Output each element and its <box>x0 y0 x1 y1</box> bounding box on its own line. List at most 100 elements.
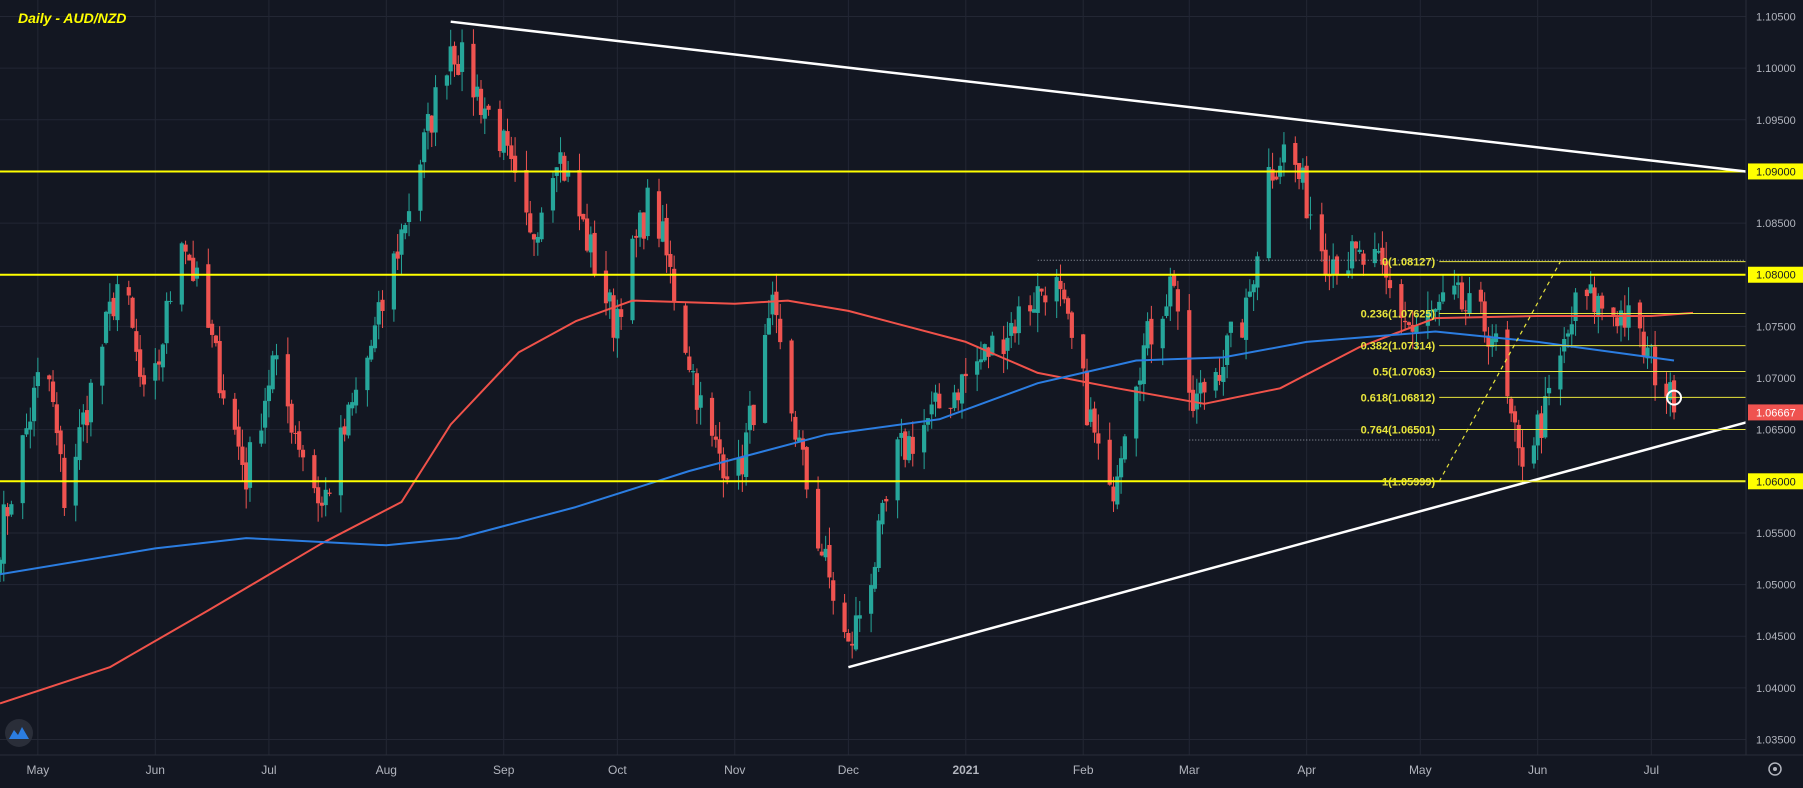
candle-bullish[interactable] <box>1357 249 1362 252</box>
candle-bullish[interactable] <box>1456 282 1461 285</box>
candle-bullish[interactable] <box>857 615 862 619</box>
candle-bearish[interactable] <box>380 299 385 312</box>
candle-bullish[interactable] <box>645 187 650 237</box>
candle-bullish[interactable] <box>539 212 544 240</box>
candle-bullish[interactable] <box>323 489 328 506</box>
candle-bullish[interactable] <box>880 502 885 525</box>
candle-bullish[interactable] <box>535 236 540 243</box>
candle-bullish[interactable] <box>1134 386 1139 439</box>
candle-bearish[interactable] <box>831 580 836 601</box>
candle-bearish[interactable] <box>1403 320 1408 323</box>
candle-bullish[interactable] <box>978 359 984 363</box>
candle-bullish[interactable] <box>1440 292 1446 302</box>
candle-bearish[interactable] <box>725 476 730 480</box>
candle-bearish[interactable] <box>531 234 537 240</box>
candle-bearish[interactable] <box>1039 288 1044 292</box>
candle-bearish[interactable] <box>54 404 59 434</box>
candle-bearish[interactable] <box>1463 310 1468 312</box>
candle-bearish[interactable] <box>1622 313 1627 328</box>
candle-bearish[interactable] <box>1319 214 1324 252</box>
candle-bullish[interactable] <box>1618 310 1624 326</box>
candle-bearish[interactable] <box>524 170 529 213</box>
candle-bearish[interactable] <box>429 115 434 133</box>
candle-bullish[interactable] <box>744 432 749 477</box>
candle-bearish[interactable] <box>694 373 699 410</box>
candle-bullish[interactable] <box>1414 325 1419 333</box>
candle-bearish[interactable] <box>619 309 624 317</box>
candle-bearish[interactable] <box>285 354 290 407</box>
candle-bearish[interactable] <box>800 438 806 450</box>
candle-bullish[interactable] <box>259 430 264 444</box>
candle-bullish[interactable] <box>422 132 427 163</box>
candle-bullish[interactable] <box>1266 166 1271 259</box>
candle-bullish[interactable] <box>1331 259 1336 275</box>
candle-bearish[interactable] <box>134 331 139 352</box>
candle-bullish[interactable] <box>0 559 3 575</box>
candle-bearish[interactable] <box>1012 326 1018 334</box>
candle-bullish[interactable] <box>403 224 408 234</box>
candle-bearish[interactable] <box>1353 241 1358 249</box>
candle-bearish[interactable] <box>963 373 968 377</box>
candle-bullish[interactable] <box>160 344 165 368</box>
candle-bullish[interactable] <box>1649 345 1654 347</box>
candle-bearish[interactable] <box>327 492 332 494</box>
candle-bullish[interactable] <box>1137 380 1143 385</box>
candle-bullish[interactable] <box>876 520 881 569</box>
candle-bullish[interactable] <box>1437 301 1442 311</box>
candle-bearish[interactable] <box>1084 370 1090 426</box>
trendline[interactable] <box>450 20 1747 173</box>
candle-bullish[interactable] <box>270 355 275 390</box>
candle-bearish[interactable] <box>846 633 851 642</box>
candle-bearish[interactable] <box>1323 249 1328 276</box>
candle-bullish[interactable] <box>168 300 173 302</box>
tradingview-logo-icon[interactable] <box>5 719 33 747</box>
candle-bullish[interactable] <box>1213 372 1218 391</box>
candle-bullish[interactable] <box>24 428 29 435</box>
candle-bearish[interactable] <box>842 602 847 633</box>
candle-bearish[interactable] <box>486 105 491 110</box>
candle-bullish[interactable] <box>762 335 768 423</box>
candle-bearish[interactable] <box>244 462 249 490</box>
candle-bearish[interactable] <box>1361 253 1366 265</box>
candle-bearish[interactable] <box>778 318 783 343</box>
candle-bullish[interactable] <box>1198 382 1203 394</box>
candle-bearish[interactable] <box>1615 317 1620 327</box>
candle-bearish[interactable] <box>1653 346 1658 386</box>
trendline[interactable] <box>848 421 1747 669</box>
candle-bearish[interactable] <box>319 502 325 506</box>
candle-bullish[interactable] <box>899 432 904 438</box>
candle-bullish[interactable] <box>1543 396 1548 438</box>
candle-bullish[interactable] <box>1164 306 1169 316</box>
candle-bearish[interactable] <box>217 340 222 394</box>
candle-bearish[interactable] <box>130 297 135 328</box>
candle-bullish[interactable] <box>1588 284 1593 294</box>
candle-bullish[interactable] <box>933 392 938 402</box>
candle-bullish[interactable] <box>1429 310 1434 312</box>
candle-bullish[interactable] <box>274 355 279 360</box>
candle-bullish[interactable] <box>566 170 571 177</box>
candle-bearish[interactable] <box>584 218 590 251</box>
candle-bearish[interactable] <box>1043 295 1048 303</box>
candle-bearish[interactable] <box>126 287 131 296</box>
candle-bearish[interactable] <box>316 487 321 504</box>
candle-bearish[interactable] <box>50 381 56 403</box>
candle-bearish[interactable] <box>213 335 218 344</box>
candle-bullish[interactable] <box>153 363 158 381</box>
candle-bullish[interactable] <box>975 361 980 375</box>
candle-bearish[interactable] <box>528 213 533 233</box>
candle-bearish[interactable] <box>1478 289 1483 302</box>
candle-bearish[interactable] <box>1190 389 1196 411</box>
candle-bearish[interactable] <box>240 446 245 465</box>
candle-bearish[interactable] <box>577 170 582 217</box>
candle-bullish[interactable] <box>895 439 900 501</box>
candle-bullish[interactable] <box>433 87 438 133</box>
candle-bearish[interactable] <box>1065 298 1071 314</box>
candle-bearish[interactable] <box>156 361 162 365</box>
candle-bullish[interactable] <box>990 335 995 356</box>
candle-bullish[interactable] <box>1016 306 1021 334</box>
candle-bullish[interactable] <box>338 427 343 496</box>
candle-bearish[interactable] <box>751 404 756 426</box>
candle-bearish[interactable] <box>956 392 961 401</box>
candle-bearish[interactable] <box>1062 289 1067 300</box>
candle-bearish[interactable] <box>58 430 63 455</box>
